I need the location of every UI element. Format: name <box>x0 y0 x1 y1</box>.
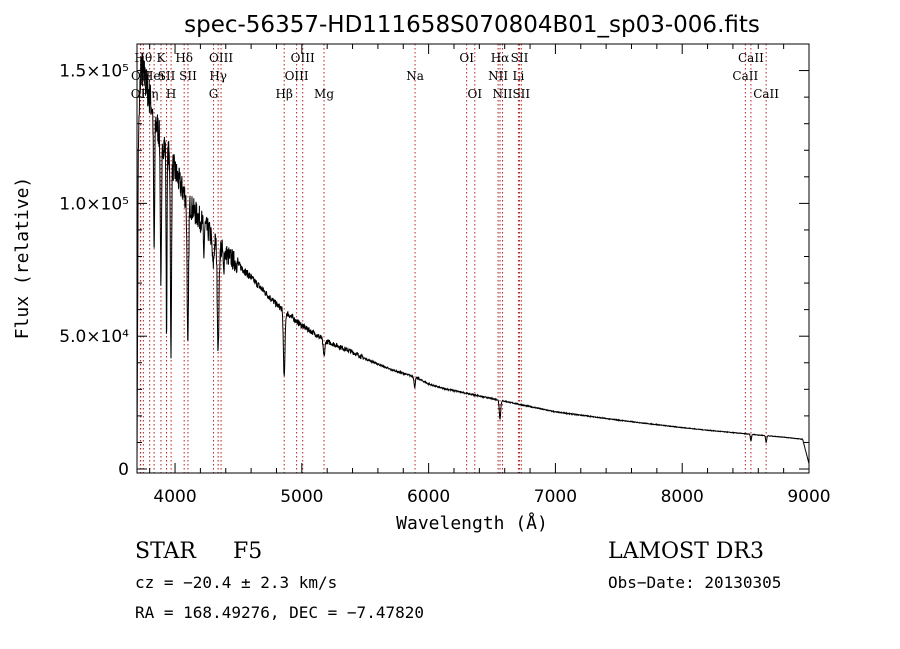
reference-line-label: Hβ <box>276 87 293 101</box>
survey-name: LAMOST DR3 <box>608 539 764 564</box>
x-tick-label: 8000 <box>661 487 704 507</box>
y-tick-label: 1.5×10⁵ <box>59 62 129 82</box>
object-subclass: F5 <box>233 539 263 564</box>
coordinates: RA = 168.49276, DEC = −7.47820 <box>135 603 424 622</box>
reference-line-label: Heι <box>143 69 166 83</box>
spectrum-curve <box>136 52 810 465</box>
x-tick-label: 9000 <box>787 487 830 507</box>
reference-line-label: CaII <box>732 69 758 83</box>
x-tick-label: 4000 <box>153 487 196 507</box>
chart-title: spec-56357-HD111658S070804B01_sp03-006.f… <box>184 12 760 38</box>
reference-line-label: Mg <box>314 87 334 101</box>
reference-line-label: G <box>209 87 219 101</box>
y-axis-ticks: 0 5.0×10⁴ 1.0×10⁵ 1.5×10⁵ <box>59 43 809 480</box>
reference-line-label: OIII <box>209 51 233 65</box>
reference-line-label: OIII <box>291 51 315 65</box>
spectrum-chart: spec-56357-HD111658S070804B01_sp03-006.f… <box>12 12 831 534</box>
reference-line-label: Li <box>512 69 524 83</box>
object-class: STAR F5 <box>135 539 262 564</box>
reference-line-label: NII <box>488 69 508 83</box>
y-tick-label: 1.0×10⁵ <box>59 194 129 214</box>
reference-lines <box>139 44 767 473</box>
x-axis-label: Wavelength (Å) <box>396 512 548 534</box>
reference-line-label: CaII <box>753 87 779 101</box>
reference-line-label: SII <box>511 51 529 65</box>
y-axis-label: Flux (relative) <box>12 177 33 340</box>
reference-line-label: OIII <box>285 69 309 83</box>
x-tick-label: 6000 <box>407 487 450 507</box>
reference-line-labels: OIIOIIHθHηHeιKSIIHHδSIIGHγOIIIHβOIIIOIII… <box>131 51 780 101</box>
reference-line-label: OI <box>467 87 482 101</box>
reference-line-label: SII <box>512 87 530 101</box>
reference-line-label: OI <box>459 51 474 65</box>
observation-date: Obs−Date: 20130305 <box>608 573 782 592</box>
reference-line-label: Hα <box>491 51 510 65</box>
x-axis-ticks: 4000 5000 6000 7000 8000 9000 <box>149 44 831 507</box>
reference-line-label: Hγ <box>209 69 227 83</box>
x-tick-label: 5000 <box>280 487 323 507</box>
reference-line-label: NII <box>493 87 513 101</box>
plot-frame <box>136 43 810 474</box>
y-tick-label: 0 <box>118 460 129 480</box>
reference-line-label: SII <box>179 69 197 83</box>
reference-line-label: K <box>156 51 166 65</box>
reference-line-label: CaII <box>738 51 764 65</box>
reference-line-label: H <box>166 87 176 101</box>
x-tick-label: 7000 <box>534 487 577 507</box>
redshift-velocity: cz = −20.4 ± 2.3 km/s <box>135 573 338 592</box>
reference-line-label: Hδ <box>175 51 193 65</box>
reference-line-label: SII <box>158 69 176 83</box>
reference-line-label: Na <box>406 69 424 83</box>
object-class-value: STAR <box>135 539 196 564</box>
y-tick-label: 5.0×10⁴ <box>59 327 129 347</box>
